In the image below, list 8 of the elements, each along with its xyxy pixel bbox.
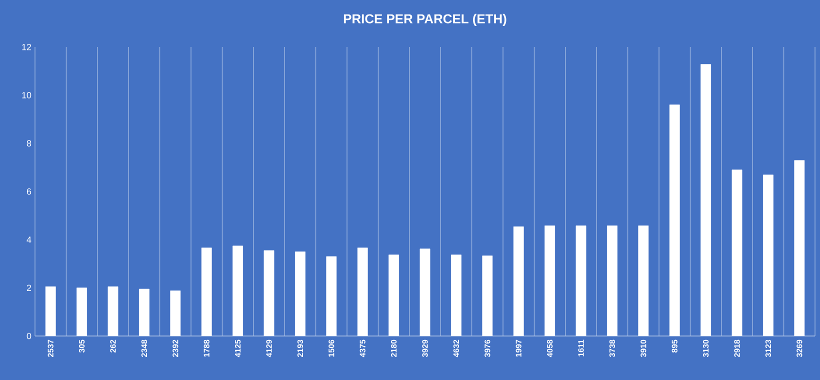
y-tick-label: 8 <box>26 140 32 147</box>
y-tick-label: 10 <box>22 92 32 98</box>
y-tick-label: 0 <box>26 332 32 340</box>
chart-title: PRICE PER PARCEL (ETH) <box>344 14 506 26</box>
y-tick-label: 12 <box>22 44 32 50</box>
y-tick-label: 6 <box>26 188 32 195</box>
y-tick-label: 2 <box>26 284 32 291</box>
y-tick-label: 4 <box>26 236 32 243</box>
